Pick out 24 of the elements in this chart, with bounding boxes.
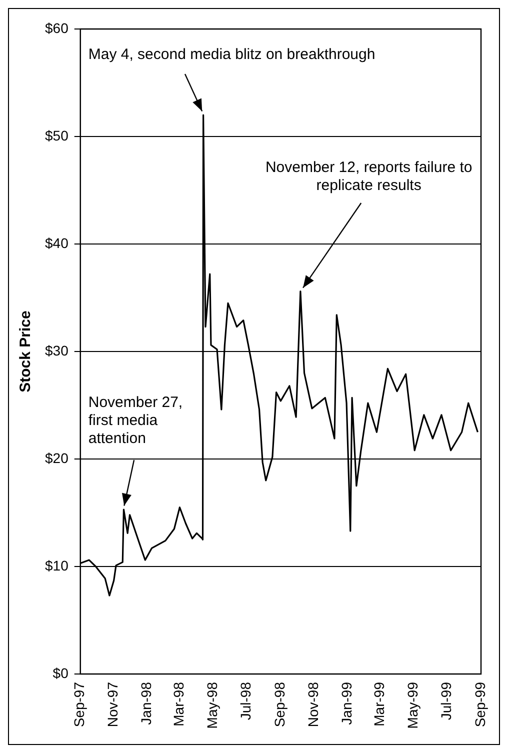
x-tick-label: Mar-99 xyxy=(370,682,387,726)
y-axis-title: Stock Price xyxy=(17,310,34,392)
x-tick-label: Nov-97 xyxy=(104,682,121,728)
x-tick-label: Mar-98 xyxy=(170,682,187,726)
x-tick-label: Sep-97 xyxy=(71,682,88,728)
x-tick-label: Jul-98 xyxy=(238,682,254,720)
annotation: November 12, reports failure to replicate results xyxy=(265,158,472,194)
x-tick-label: Jul-99 xyxy=(438,682,454,720)
y-tick-label: $50 xyxy=(45,127,69,144)
y-tick-label: $0 xyxy=(52,664,69,681)
y-tick-label: $40 xyxy=(45,234,69,251)
x-tick-label: Sep-99 xyxy=(472,682,488,728)
x-tick-label: May-98 xyxy=(204,682,220,729)
x-tick-label: May-99 xyxy=(404,682,420,729)
y-tick-label: $30 xyxy=(45,342,69,358)
annotation: May 4, second media blitz on breakthrough xyxy=(88,46,376,63)
y-tick-label: $10 xyxy=(45,557,69,574)
x-tick-label: Jan-99 xyxy=(338,682,354,725)
y-tick-label: $20 xyxy=(45,450,69,466)
y-tick-label: $60 xyxy=(45,20,69,36)
annotation: November 27, first media attention xyxy=(88,394,183,448)
x-tick-label: Nov-98 xyxy=(305,682,322,728)
x-tick-label: Jan-98 xyxy=(138,682,154,725)
x-tick-label: Sep-98 xyxy=(272,682,288,728)
